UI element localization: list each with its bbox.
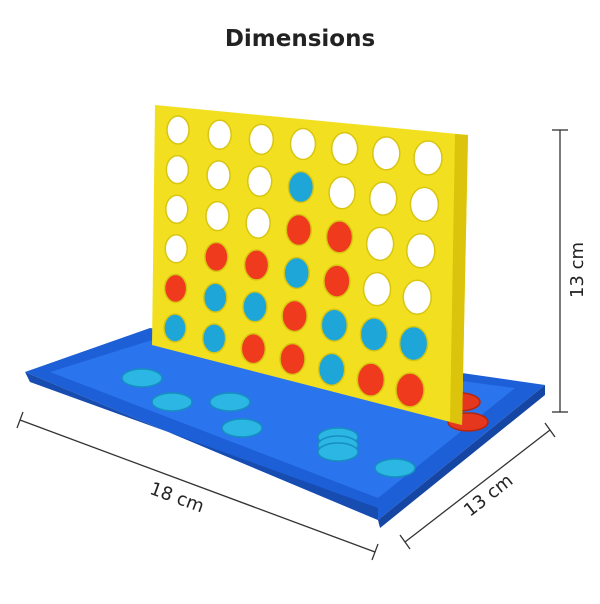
length-label: 18 cm bbox=[147, 478, 207, 517]
hole bbox=[409, 186, 440, 223]
hole bbox=[245, 207, 271, 239]
hole bbox=[166, 115, 190, 145]
tray-edge bbox=[25, 372, 378, 520]
hole bbox=[163, 273, 188, 304]
hole bbox=[289, 127, 317, 161]
hole bbox=[164, 234, 188, 264]
hole bbox=[330, 131, 359, 166]
width-tick bbox=[399, 534, 411, 550]
height-label: 13 cm bbox=[567, 242, 588, 298]
disc bbox=[221, 418, 263, 438]
disc bbox=[374, 458, 416, 478]
length-tick bbox=[371, 543, 379, 561]
hole bbox=[287, 170, 315, 204]
hole bbox=[163, 313, 187, 343]
disc bbox=[317, 442, 359, 462]
hole bbox=[320, 308, 349, 342]
hole bbox=[368, 181, 398, 216]
hole bbox=[204, 241, 229, 273]
disc bbox=[121, 368, 163, 388]
dimension-lines bbox=[16, 129, 568, 561]
hole bbox=[205, 200, 230, 232]
hole bbox=[323, 264, 351, 298]
hole bbox=[328, 176, 356, 210]
hole bbox=[283, 256, 310, 290]
title: Dimensions bbox=[225, 26, 375, 52]
board-holes bbox=[163, 115, 443, 408]
hole bbox=[243, 249, 270, 281]
hole bbox=[362, 271, 392, 307]
hole bbox=[246, 165, 273, 197]
length-line bbox=[19, 419, 376, 553]
hole bbox=[203, 282, 228, 313]
width-line bbox=[404, 429, 551, 543]
hole bbox=[365, 226, 395, 262]
hole bbox=[285, 213, 313, 247]
hole bbox=[279, 342, 306, 376]
hole bbox=[207, 119, 232, 150]
hole bbox=[317, 352, 346, 387]
tray-edge bbox=[378, 385, 545, 528]
disc bbox=[151, 392, 193, 412]
hole bbox=[248, 123, 275, 156]
hole bbox=[356, 362, 386, 397]
hole bbox=[359, 317, 389, 352]
hole bbox=[206, 160, 231, 191]
length-tick bbox=[16, 411, 24, 429]
hole bbox=[165, 154, 190, 185]
hole bbox=[398, 325, 429, 362]
board-edge bbox=[450, 134, 468, 425]
disc bbox=[209, 392, 251, 412]
hole bbox=[413, 140, 443, 176]
hole bbox=[242, 291, 268, 323]
hole bbox=[402, 279, 432, 315]
width-tick bbox=[544, 422, 556, 438]
hole bbox=[372, 136, 401, 171]
hole bbox=[281, 299, 308, 333]
hole bbox=[395, 372, 425, 408]
hole bbox=[325, 220, 354, 254]
hole bbox=[406, 233, 436, 269]
hole bbox=[165, 194, 189, 224]
hole bbox=[201, 323, 227, 354]
hole bbox=[240, 332, 267, 365]
